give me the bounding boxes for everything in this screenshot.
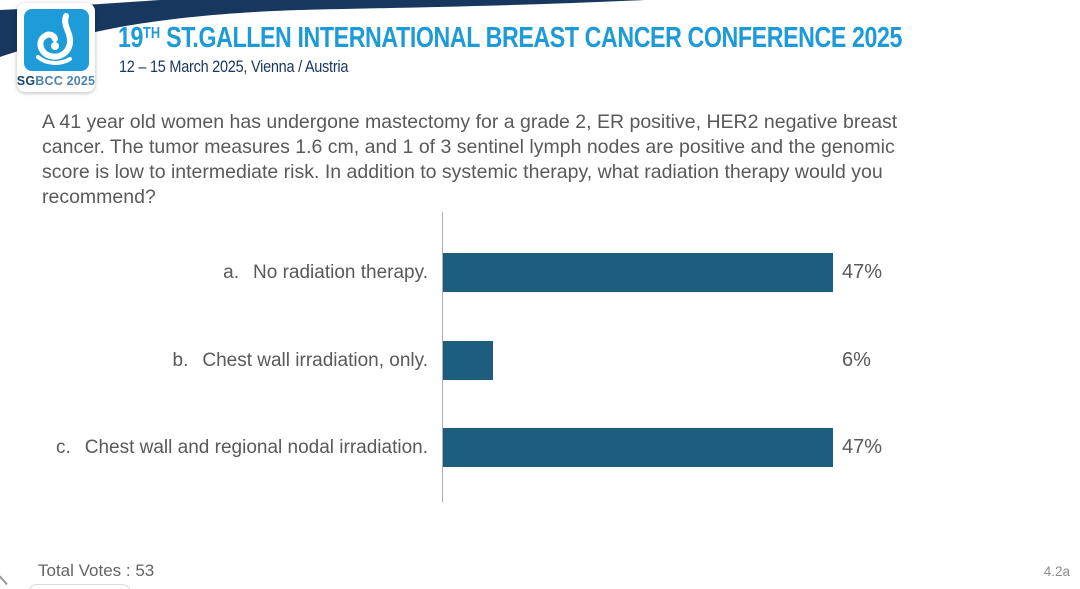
option-letter: b. [172,350,189,371]
poll-option-row: b. Chest wall irradiation, only. 6% [0,341,1080,380]
title-ordinal-sup: TH [143,25,161,42]
slide-reference-number: 4.2a [1043,564,1070,579]
option-letter: a. [223,262,240,283]
sgbcc-logo: SGBCC 2025 [17,3,95,92]
logo-caption-rest: BCC 2025 [35,74,96,88]
conference-subtitle: 12 – 15 March 2025, Vienna / Austria [119,58,349,76]
option-letter: c. [55,437,71,458]
cutoff-button-outline[interactable] [28,584,131,589]
poll-option-row: a. No radiation therapy. 47% [0,253,1080,292]
breast-ribbon-icon [36,13,74,65]
total-votes-label: Total Votes : 53 [38,561,155,580]
title-number: 19 [118,22,144,54]
sgbcc-logo-icon [23,9,89,71]
poll-option-row: c. Chest wall and regional nodal irradiat… [0,428,1080,467]
percentage-label: 47% [842,261,883,283]
title-text: ST.GALLEN INTERNATIONAL BREAST CANCER CO… [160,22,903,54]
chart-axis-line [442,212,443,502]
result-bar [443,253,833,292]
option-text: Chest wall irradiation, only. [202,350,428,371]
result-bar [443,428,833,467]
poll-question-text: A 41 year old women has undergone mastec… [42,111,898,208]
percentage-label: 6% [842,349,871,371]
option-label: a. No radiation therapy. [0,253,428,292]
option-text: Chest wall and regional nodal irradiatio… [84,437,428,458]
option-text: No radiation therapy. [253,262,428,283]
conference-title: 19TH ST.GALLEN INTERNATIONAL BREAST CANC… [118,22,902,55]
logo-caption-sg: SG [16,74,36,88]
result-bar [443,341,493,380]
logo-caption: SGBCC 2025 [17,74,95,88]
option-label: c. Chest wall and regional nodal irradiat… [0,428,428,467]
option-label: b. Chest wall irradiation, only. [0,341,429,380]
percentage-label: 47% [842,436,883,458]
